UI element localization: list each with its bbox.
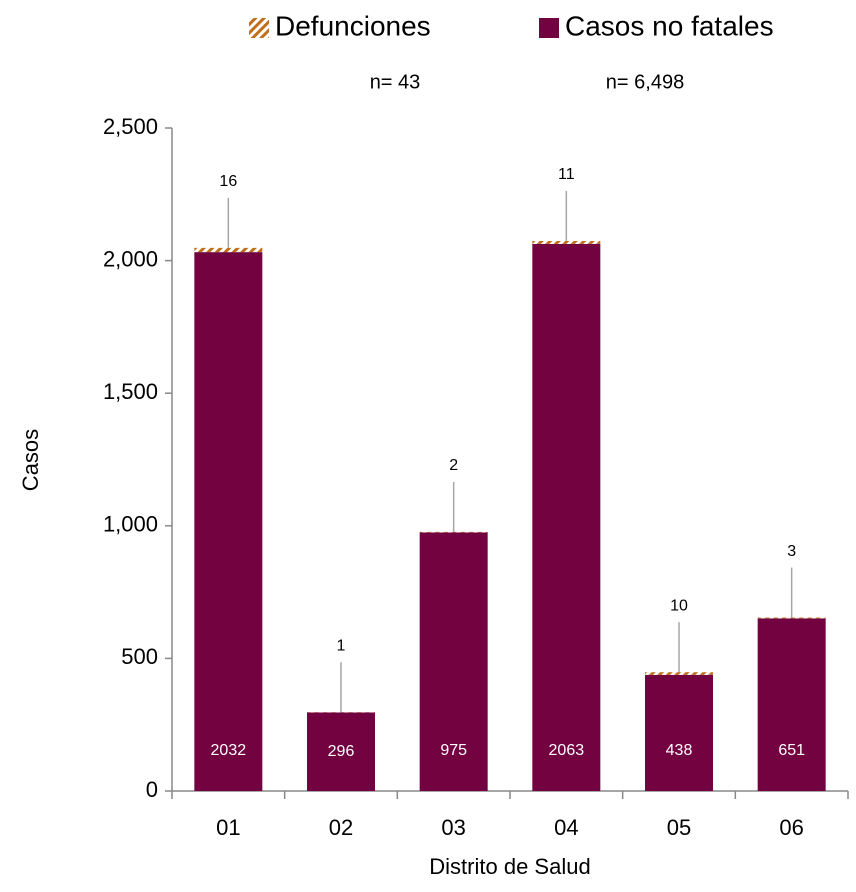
- data-label: 11: [558, 166, 575, 183]
- x-tick-label: 01: [216, 815, 240, 840]
- bar-segment: [757, 618, 826, 791]
- bar-segment: [194, 247, 263, 253]
- data-label: 2: [449, 457, 458, 474]
- x-tick-label: 05: [667, 815, 691, 840]
- x-tick-label: 04: [554, 815, 578, 840]
- bar-segment: [419, 531, 488, 533]
- data-label: 296: [328, 743, 355, 760]
- y-tick-label: 1,000: [103, 512, 158, 537]
- y-axis-title: Casos: [18, 429, 43, 491]
- legend-label: Casos no fatales: [565, 10, 774, 41]
- bar-segment: [307, 712, 375, 791]
- data-label: 651: [778, 742, 805, 759]
- bar-segment: [645, 674, 713, 791]
- x-axis-title: Distrito de Salud: [429, 854, 590, 879]
- y-tick-label: 500: [121, 644, 158, 669]
- y-tick-label: 0: [146, 777, 158, 802]
- y-tick-label: 2,000: [103, 246, 158, 271]
- data-label: 16: [219, 173, 237, 190]
- legend-label: Defunciones: [275, 10, 431, 41]
- x-tick-label: 02: [329, 815, 353, 840]
- legend-swatch: [539, 18, 559, 38]
- bar-segment: [532, 240, 601, 244]
- y-tick-label: 1,500: [103, 379, 158, 404]
- bar-segment: [532, 243, 601, 791]
- data-label: 10: [670, 597, 688, 614]
- annotation: n= 43: [370, 71, 421, 93]
- x-tick-label: 03: [441, 815, 465, 840]
- bar-segment: [757, 617, 826, 619]
- annotation: n= 6,498: [606, 71, 684, 93]
- data-label: 1: [337, 637, 346, 654]
- bar-segment: [194, 252, 263, 792]
- legend-swatch: [249, 18, 269, 38]
- data-label: 2063: [549, 742, 585, 759]
- data-label: 438: [666, 742, 693, 759]
- y-tick-label: 2,500: [103, 114, 158, 139]
- data-label: 3: [787, 543, 796, 560]
- data-label: 2032: [211, 742, 247, 759]
- x-tick-label: 06: [779, 815, 803, 840]
- data-label: 975: [440, 742, 467, 759]
- bar-segment: [419, 532, 488, 791]
- bar-segment: [645, 672, 713, 675]
